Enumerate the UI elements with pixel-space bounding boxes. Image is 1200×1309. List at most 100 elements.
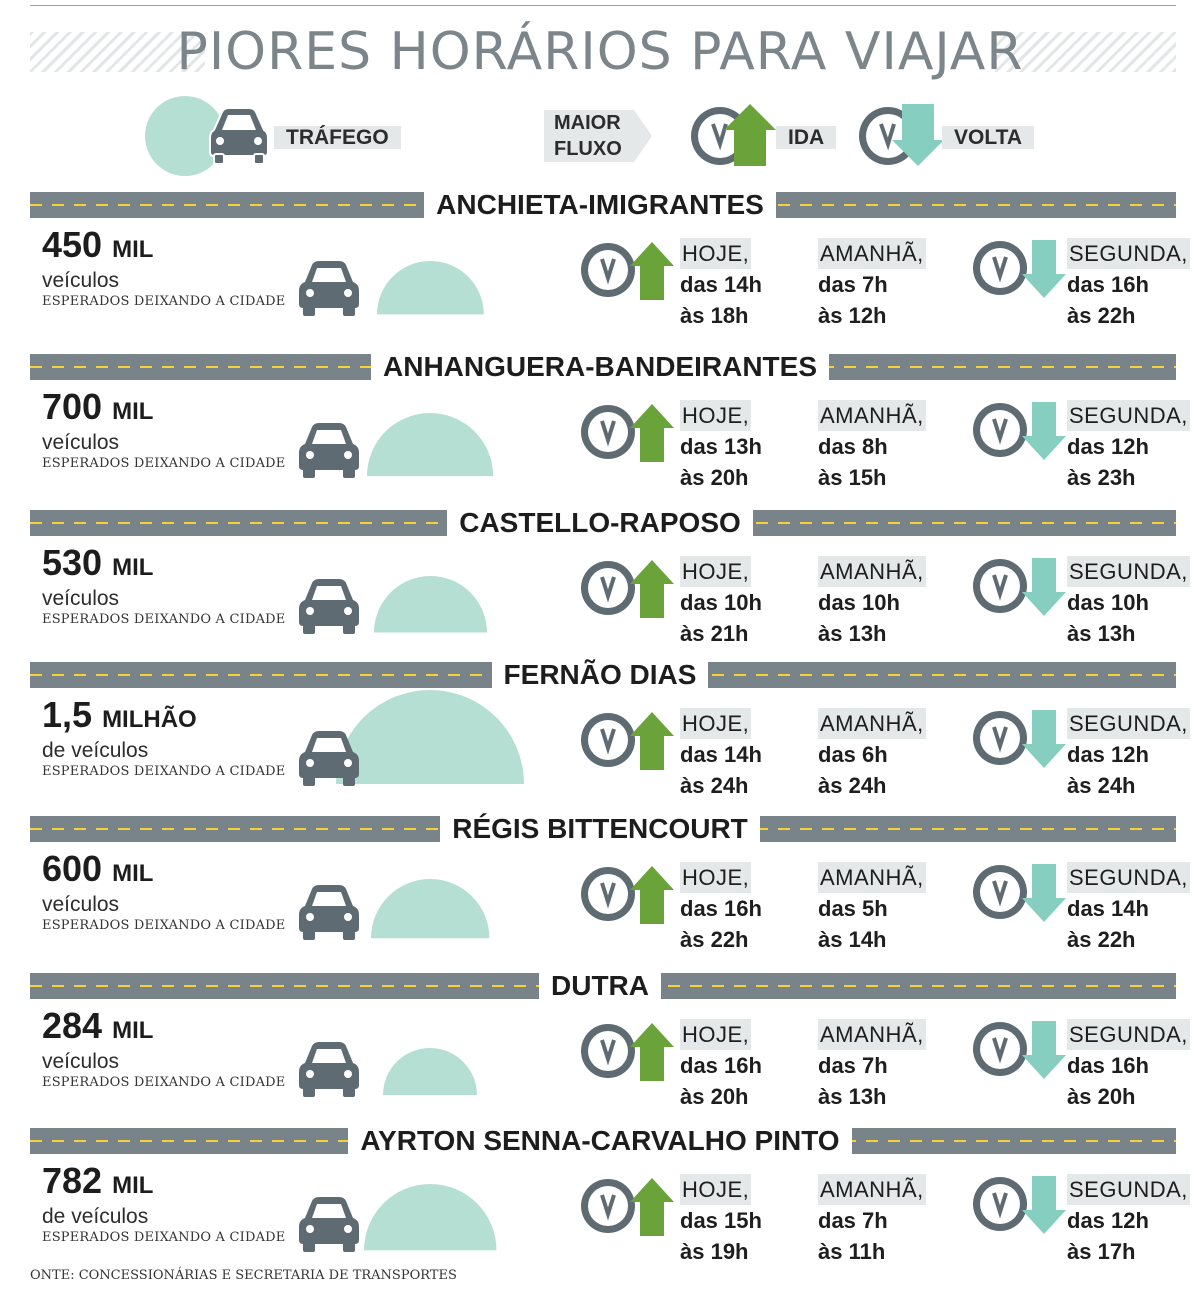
schedule-day: AMANHÃ, [818, 556, 926, 587]
schedule-day: HOJE, [680, 1174, 762, 1205]
legend-volta-label: VOLTA [942, 126, 1035, 149]
car-icon [299, 1042, 359, 1097]
volume-unit: MIL [112, 1172, 154, 1199]
schedule-from: das 16h [1067, 1053, 1149, 1078]
highway-volume: 700 MIL veículos ESPERADOS DEIXANDO A CIDA… [42, 388, 285, 473]
traffic-volume-mound [373, 575, 487, 632]
highway-name: AYRTON SENNA-CARVALHO PINTO [348, 1125, 852, 1156]
volume-value-line: 284 MIL [42, 1007, 285, 1050]
schedule-to: às 13h [1067, 621, 1136, 646]
schedule-day-label: HOJE, [680, 556, 752, 587]
schedule-today: HOJE, das 15h às 19h [680, 1174, 762, 1267]
schedule-day-label: SEGUNDA, [1067, 238, 1190, 269]
legend-volta-icon [859, 104, 944, 166]
schedule-to: às 21h [680, 621, 749, 646]
schedule-from: das 15h [680, 1208, 762, 1233]
highway-name-row: RÉGIS BITTENCOURT [0, 812, 1200, 846]
traffic-volume-mound [376, 260, 484, 314]
schedule-from: das 10h [1067, 590, 1149, 615]
schedule-from: das 14h [1067, 896, 1149, 921]
legend-flow-line1: MAIOR [554, 112, 621, 134]
clock-ida-icon [581, 712, 674, 770]
traffic-volume-mound-shape [336, 690, 524, 784]
clock-volta-icon [973, 864, 1066, 922]
volume-value-line: 450 MIL [42, 226, 285, 269]
traffic-volume-mound-shape [373, 575, 487, 632]
schedule-today: HOJE, das 13h às 20h [680, 400, 762, 493]
volume-label: de veículos [42, 1205, 149, 1228]
source-note: ONTE: CONCESSIONÁRIAS E SECRETARIA DE TR… [30, 1268, 457, 1283]
clock-ida-icon [581, 404, 674, 462]
volume-label: veículos [42, 1050, 120, 1073]
schedule-to: às 13h [818, 621, 887, 646]
volume-number: 450 [42, 224, 103, 265]
schedule-from: das 12h [1067, 1208, 1149, 1233]
schedule-day-label: AMANHÃ, [818, 556, 926, 587]
schedule-from: das 7h [818, 272, 888, 297]
traffic-volume-mound [366, 412, 494, 476]
schedule-to: às 22h [680, 927, 749, 952]
legend-ida-label: IDA [776, 126, 837, 149]
schedule-to: às 22h [1067, 927, 1136, 952]
highway-name-row: FERNÃO DIAS [0, 658, 1200, 692]
highway-name: DUTRA [539, 970, 661, 1001]
volume-label: veículos [42, 587, 120, 610]
car-icon [299, 261, 359, 316]
schedule-day: SEGUNDA, [1067, 400, 1190, 431]
highway-name-row: CASTELLO-RAPOSO [0, 506, 1200, 540]
schedule-day-label: HOJE, [680, 708, 752, 739]
schedule-to: às 13h [818, 1084, 887, 1109]
schedule-to: às 11h [818, 1239, 886, 1264]
volume-label: de veículos [42, 739, 149, 762]
schedule-day-label: SEGUNDA, [1067, 1019, 1190, 1050]
schedule-from: das 10h [680, 590, 762, 615]
schedule-day: SEGUNDA, [1067, 238, 1190, 269]
highway-name: ANHANGUERA-BANDEIRANTES [371, 351, 829, 382]
schedule-day: AMANHÃ, [818, 862, 926, 893]
schedule-today: HOJE, das 16h às 22h [680, 862, 762, 955]
clock-ida-icon [581, 1023, 674, 1081]
schedule-to: às 15h [818, 465, 887, 490]
highway-name-row: ANCHIETA-IMIGRANTES [0, 188, 1200, 222]
schedule-today: HOJE, das 16h às 20h [680, 1019, 762, 1112]
schedule-to: às 24h [1067, 773, 1136, 798]
volume-value-line: 1,5 MILHÃO [42, 696, 285, 739]
schedule-today: HOJE, das 14h às 18h [680, 238, 762, 331]
schedule-day-label: HOJE, [680, 238, 752, 269]
volume-number: 284 [42, 1005, 103, 1046]
highway-name: CASTELLO-RAPOSO [447, 507, 753, 538]
volume-value-line: 530 MIL [42, 544, 285, 587]
schedule-monday: SEGUNDA, das 12h às 23h [1067, 400, 1190, 493]
highway-name-row: AYRTON SENNA-CARVALHO PINTO [0, 1124, 1200, 1158]
schedule-day: SEGUNDA, [1067, 1019, 1190, 1050]
legend-traffic-label: TRÁFEGO [274, 126, 401, 149]
car-icon [299, 885, 359, 940]
legend-traffic: TRÁFEGO [274, 122, 401, 154]
schedule-to: às 24h [818, 773, 887, 798]
volume-unit: MIL [112, 554, 154, 581]
schedule-tomorrow: AMANHÃ, das 7h às 12h [818, 238, 926, 331]
legend-ida: IDA [776, 122, 837, 154]
schedule-day-label: AMANHÃ, [818, 1019, 926, 1050]
car-icon [299, 1197, 359, 1252]
schedule-monday: SEGUNDA, das 16h às 22h [1067, 238, 1190, 331]
schedule-day-label: SEGUNDA, [1067, 400, 1190, 431]
schedule-from: das 16h [680, 896, 762, 921]
clock-volta-icon [973, 710, 1066, 768]
schedule-day: HOJE, [680, 400, 762, 431]
schedule-today: HOJE, das 10h às 21h [680, 556, 762, 649]
traffic-volume-mound [336, 690, 524, 784]
schedule-day: SEGUNDA, [1067, 1174, 1190, 1205]
volume-value-line: 700 MIL [42, 388, 285, 431]
schedule-to: às 20h [680, 1084, 749, 1109]
highway-volume: 284 MIL veículos ESPERADOS DEIXANDO A CIDA… [42, 1007, 285, 1092]
schedule-day-label: SEGUNDA, [1067, 1174, 1190, 1205]
schedule-day-label: AMANHÃ, [818, 862, 926, 893]
schedule-day: HOJE, [680, 708, 762, 739]
legend-flow-arrow-icon [544, 110, 652, 162]
schedule-from: das 7h [818, 1208, 888, 1233]
volume-unit: MILHÃO [102, 706, 197, 733]
schedule-to: às 22h [1067, 303, 1136, 328]
clock-volta-icon [973, 1021, 1066, 1079]
highway-name: RÉGIS BITTENCOURT [440, 813, 760, 844]
